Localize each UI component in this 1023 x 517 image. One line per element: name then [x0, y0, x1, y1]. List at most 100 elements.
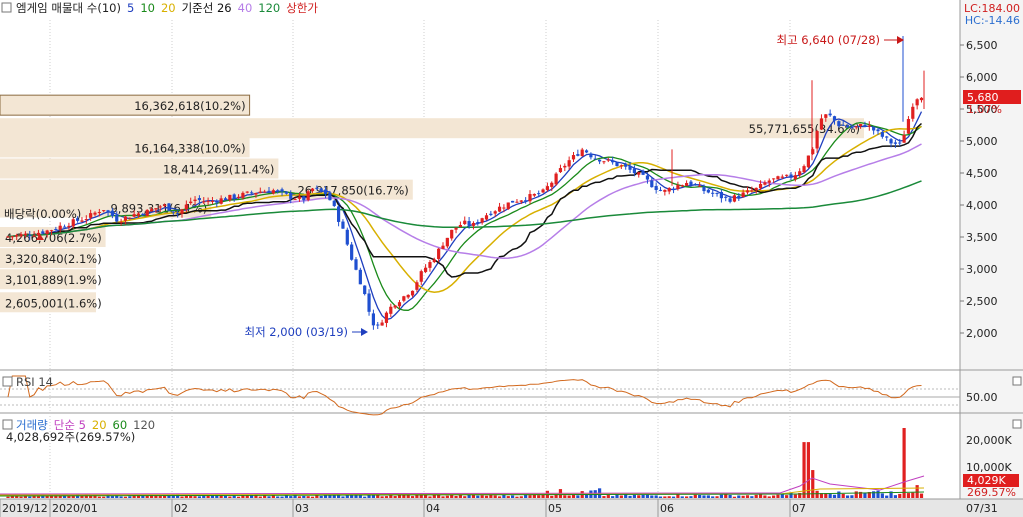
candle[interactable]	[171, 211, 175, 216]
candle[interactable]	[841, 120, 845, 126]
candle[interactable]	[919, 97, 924, 103]
candle[interactable]	[789, 172, 793, 180]
candle[interactable]	[337, 204, 341, 227]
candle[interactable]	[241, 191, 245, 200]
candle[interactable]	[850, 124, 854, 129]
candle[interactable]	[663, 189, 667, 196]
candle[interactable]	[458, 221, 462, 228]
candle[interactable]	[154, 208, 158, 213]
candle[interactable]	[263, 189, 267, 193]
candle[interactable]	[284, 191, 288, 195]
candle[interactable]	[893, 139, 897, 148]
candle[interactable]	[380, 319, 384, 326]
candle[interactable]	[302, 195, 306, 204]
candle[interactable]	[867, 121, 871, 131]
candle[interactable]	[110, 207, 114, 219]
candle[interactable]	[215, 199, 219, 208]
candle[interactable]	[6, 235, 10, 238]
candle[interactable]	[41, 229, 45, 235]
candle[interactable]	[115, 211, 119, 223]
candle[interactable]	[711, 189, 715, 197]
candle[interactable]	[323, 186, 328, 199]
candle[interactable]	[471, 221, 476, 230]
candle[interactable]	[306, 189, 310, 202]
candle[interactable]	[558, 164, 563, 174]
candle[interactable]	[389, 303, 393, 317]
candle[interactable]	[911, 103, 915, 122]
candle[interactable]	[223, 196, 228, 201]
candle[interactable]	[898, 138, 902, 147]
candle[interactable]	[293, 197, 297, 201]
candle[interactable]	[54, 226, 58, 231]
candle[interactable]	[202, 197, 206, 204]
candle[interactable]	[76, 216, 80, 223]
candle[interactable]	[515, 198, 519, 203]
candle[interactable]	[163, 203, 167, 208]
candle[interactable]	[328, 190, 332, 201]
candle[interactable]	[345, 227, 349, 246]
candle[interactable]	[654, 182, 658, 194]
candle[interactable]	[258, 187, 262, 194]
candle[interactable]	[341, 219, 345, 229]
candle[interactable]	[889, 138, 893, 148]
candle[interactable]	[445, 237, 449, 249]
candle[interactable]	[497, 202, 502, 213]
candle[interactable]	[45, 229, 49, 238]
volume-close-icon[interactable]	[1012, 419, 1022, 429]
candle[interactable]	[728, 195, 732, 204]
candle[interactable]	[441, 242, 445, 250]
candle[interactable]	[197, 195, 201, 204]
candle[interactable]	[763, 180, 767, 186]
candle[interactable]	[567, 156, 571, 170]
rsi-collapse-icon[interactable]	[2, 376, 13, 387]
candle[interactable]	[645, 172, 650, 184]
candle[interactable]	[310, 188, 315, 193]
candle[interactable]	[80, 217, 84, 223]
candle[interactable]	[428, 259, 432, 272]
candle[interactable]	[571, 151, 576, 163]
candle[interactable]	[658, 186, 663, 192]
candle[interactable]	[602, 160, 606, 165]
candle[interactable]	[819, 114, 824, 131]
candle[interactable]	[706, 188, 710, 194]
candle[interactable]	[402, 295, 406, 303]
candle[interactable]	[885, 135, 889, 141]
candle[interactable]	[832, 115, 837, 125]
candle[interactable]	[123, 215, 128, 225]
candle[interactable]	[798, 168, 802, 178]
candle[interactable]	[824, 114, 828, 122]
candle[interactable]	[511, 200, 515, 203]
candle[interactable]	[36, 229, 41, 237]
candle[interactable]	[397, 299, 402, 309]
candle[interactable]	[67, 222, 71, 231]
candle[interactable]	[580, 147, 584, 157]
candle[interactable]	[685, 180, 689, 186]
candle[interactable]	[632, 165, 636, 177]
candle[interactable]	[315, 185, 319, 191]
candle[interactable]	[758, 180, 763, 191]
candle[interactable]	[415, 280, 419, 293]
candle[interactable]	[97, 208, 101, 217]
candle[interactable]	[354, 257, 358, 271]
candle[interactable]	[28, 230, 32, 241]
candle[interactable]	[915, 98, 919, 110]
candle[interactable]	[550, 181, 554, 192]
candle[interactable]	[19, 231, 23, 238]
candle[interactable]	[410, 290, 415, 298]
candle[interactable]	[667, 187, 671, 195]
candle[interactable]	[450, 229, 454, 241]
candle[interactable]	[624, 162, 628, 170]
candle[interactable]	[611, 156, 615, 165]
candle[interactable]	[371, 309, 375, 330]
candle[interactable]	[671, 186, 676, 194]
candle[interactable]	[32, 231, 36, 237]
candle[interactable]	[584, 149, 589, 154]
candle[interactable]	[702, 184, 706, 194]
candle[interactable]	[767, 178, 771, 187]
candle[interactable]	[859, 123, 863, 129]
candle[interactable]	[245, 191, 249, 194]
candle[interactable]	[193, 196, 197, 206]
candle[interactable]	[119, 218, 123, 226]
candle[interactable]	[537, 190, 541, 198]
